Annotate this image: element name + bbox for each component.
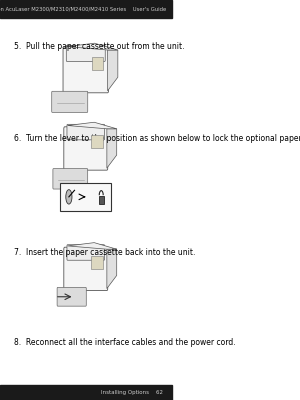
FancyBboxPatch shape (64, 127, 108, 170)
Bar (92, 57, 103, 70)
FancyBboxPatch shape (67, 245, 105, 260)
FancyBboxPatch shape (52, 91, 88, 112)
Polygon shape (68, 243, 117, 249)
Text: 6.  Turn the lever to the position as shown below to lock the optional paper cas: 6. Turn the lever to the position as sho… (14, 134, 300, 143)
Bar (92, 135, 103, 148)
Bar (92, 256, 103, 269)
Bar (0, 385, 172, 400)
Text: 5.  Pull the paper cassette out from the unit.: 5. Pull the paper cassette out from the … (14, 42, 184, 51)
FancyBboxPatch shape (99, 196, 104, 204)
Bar (0, 0, 172, 18)
FancyBboxPatch shape (64, 247, 108, 290)
FancyBboxPatch shape (53, 168, 88, 189)
Text: 7.  Insert the paper cassette back into the unit.: 7. Insert the paper cassette back into t… (14, 248, 195, 257)
Text: Epson AcuLaser M2300/M2310/M2400/M2410 Series    User's Guide: Epson AcuLaser M2300/M2310/M2400/M2410 S… (0, 6, 167, 12)
Polygon shape (68, 122, 117, 129)
Polygon shape (108, 50, 118, 91)
Polygon shape (107, 249, 117, 288)
Polygon shape (107, 129, 117, 168)
FancyBboxPatch shape (66, 45, 105, 61)
FancyBboxPatch shape (57, 287, 86, 306)
FancyBboxPatch shape (63, 48, 109, 93)
Text: Installing Options    62: Installing Options 62 (101, 390, 163, 395)
Text: 8.  Reconnect all the interface cables and the power cord.: 8. Reconnect all the interface cables an… (14, 338, 235, 347)
Polygon shape (67, 43, 118, 50)
FancyBboxPatch shape (67, 124, 105, 140)
Circle shape (66, 190, 72, 204)
FancyBboxPatch shape (60, 183, 111, 211)
